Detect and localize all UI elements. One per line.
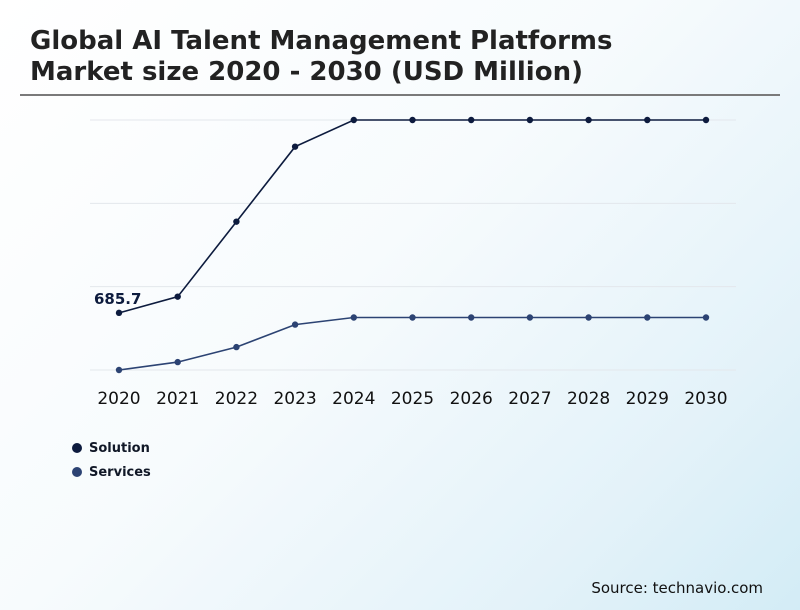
data-point-services-2025 — [409, 314, 416, 321]
data-point-services-2024 — [350, 314, 357, 321]
legend-dot-solution — [72, 443, 82, 453]
legend-item-solution[interactable]: Solution — [72, 436, 151, 460]
x-tick-label-2022: 2022 — [215, 389, 258, 409]
data-point-services-2028 — [585, 314, 592, 321]
data-point-services-2029 — [644, 314, 651, 321]
data-point-solution-2030 — [702, 116, 710, 124]
data-point-services-2020 — [115, 366, 123, 374]
legend-label-solution: Solution — [89, 440, 150, 456]
data-point-solution-2020 — [115, 309, 123, 317]
x-tick-label-2024: 2024 — [332, 389, 375, 409]
source-credit: Source: technavio.com — [591, 579, 763, 597]
data-point-solution-2029 — [644, 116, 651, 124]
data-point-services-2022 — [233, 343, 240, 351]
data-point-solution-2027 — [526, 116, 534, 124]
x-tick-label-2029: 2029 — [626, 389, 669, 409]
data-point-solution-2023 — [291, 143, 299, 150]
data-point-services-2027 — [526, 314, 534, 321]
chart-title: Global AI Talent Management Platforms Ma… — [30, 26, 770, 88]
x-tick-label-2026: 2026 — [450, 389, 493, 409]
chart-title-line-1: Global AI Talent Management Platforms — [30, 26, 613, 56]
data-point-services-2026 — [468, 314, 475, 321]
x-tick-label-2025: 2025 — [391, 389, 434, 409]
data-point-solution-2021 — [174, 293, 181, 300]
x-tick-label-2028: 2028 — [567, 389, 610, 409]
series-line-solution — [118, 119, 706, 314]
series-line-services — [118, 316, 706, 371]
legend-dot-services — [72, 467, 82, 477]
x-tick-label-2021: 2021 — [156, 389, 199, 409]
legend-label-services: Services — [89, 464, 151, 480]
data-point-solution-2024 — [350, 116, 357, 124]
chart-legend: Solution Services — [72, 436, 151, 484]
data-label-solution-2020: 685.7 — [94, 290, 141, 308]
x-tick-label-2027: 2027 — [508, 389, 551, 409]
data-point-solution-2025 — [409, 116, 416, 124]
data-point-solution-2026 — [468, 116, 475, 124]
x-tick-label-2030: 2030 — [684, 389, 727, 409]
x-tick-label-2020: 2020 — [97, 389, 140, 409]
data-point-solution-2028 — [585, 116, 592, 124]
title-divider — [20, 94, 780, 96]
data-point-services-2021 — [174, 358, 181, 366]
legend-item-services[interactable]: Services — [72, 460, 151, 484]
data-point-solution-2022 — [233, 218, 240, 225]
x-tick-label-2023: 2023 — [273, 389, 316, 409]
data-point-services-2030 — [702, 314, 710, 321]
chart-title-line-2: Market size 2020 - 2030 (USD Million) — [30, 57, 583, 87]
data-point-services-2023 — [291, 321, 299, 328]
